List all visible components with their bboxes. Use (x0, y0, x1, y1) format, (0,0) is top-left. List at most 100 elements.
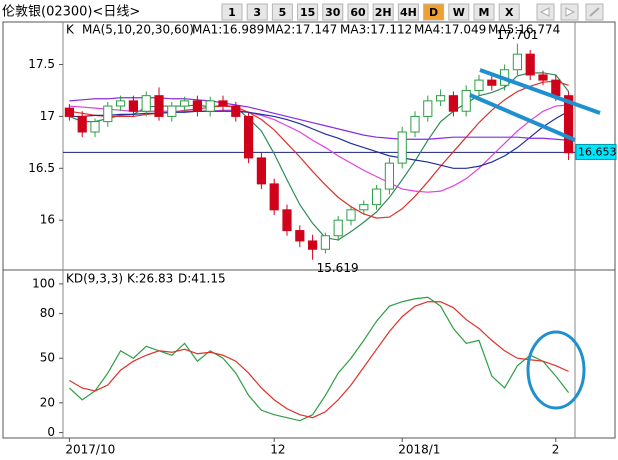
candle-body (487, 79, 497, 86)
candle-body (461, 89, 471, 112)
candle-body (205, 100, 215, 112)
timeframe-button[interactable] (423, 3, 445, 21)
kd-panel: 0 20 50 80 100 KD(9,3,3) K:26.83 D:41.15 2017/10… (32, 272, 570, 457)
y-tick-label: 80 (40, 306, 55, 320)
instrument-title: 伦敦银(02300)<日线> (2, 4, 140, 20)
trend-line (469, 93, 576, 142)
last-price-box (575, 143, 617, 160)
timeframe-label: 4H (400, 6, 417, 19)
timeframe-label: 2H (375, 6, 392, 19)
kd-line (69, 301, 569, 419)
candle-body (128, 100, 138, 112)
timeframe-button[interactable] (246, 3, 268, 21)
timeframe-button[interactable] (271, 3, 293, 21)
x-tick-label: 12 (270, 443, 285, 457)
candle-body (244, 115, 254, 159)
candle-body (282, 209, 292, 232)
legend-entry: MA1:16.989 (192, 23, 264, 37)
timeframe-button[interactable] (448, 3, 470, 21)
timeframe-button[interactable] (297, 3, 319, 21)
candle-body (180, 100, 190, 107)
timeframe-label: 3 (253, 6, 261, 19)
candle-body (538, 74, 548, 81)
timeframe-label: 60 (350, 6, 366, 19)
y-tick-label: 50 (40, 351, 55, 365)
legend-entry: MA2:17.147 (265, 23, 337, 37)
candle-body (64, 107, 74, 117)
timeframe-button[interactable] (322, 3, 344, 21)
candle-body (295, 230, 305, 242)
timeframe-label: X (505, 6, 514, 19)
candle-body (333, 219, 343, 237)
high-label: 17.701 (496, 28, 538, 42)
candle-body (90, 121, 100, 133)
trend-line (479, 68, 601, 115)
indicator-title: KD(9,3,3) (66, 272, 123, 286)
candle-body (551, 79, 561, 97)
candle-body (397, 131, 407, 164)
candle-body (269, 183, 279, 211)
x-tick-label: 2018/1 (398, 443, 440, 457)
timeframe-button[interactable] (498, 3, 520, 21)
low-label: 15.619 (317, 261, 359, 275)
candle-body (436, 95, 446, 102)
ma-line (69, 110, 569, 169)
candle-body (167, 105, 177, 117)
candle-body (256, 157, 266, 185)
timeframe-label: 5 (279, 6, 287, 19)
legend-entry: MA3:17.112 (340, 23, 412, 37)
candle-body (474, 79, 484, 91)
nav-icons (536, 3, 604, 21)
timeframe-button[interactable] (397, 3, 419, 21)
ma-line (69, 72, 570, 241)
candle-body (231, 105, 241, 117)
y-tick-label: 100 (32, 276, 55, 290)
y-tick-label: 20 (40, 395, 55, 409)
next-icon (565, 7, 576, 17)
legend-entry: D:41.15 (178, 272, 226, 286)
annotations (469, 68, 601, 410)
y-tick-label: 16 (40, 213, 55, 227)
candle-body (448, 95, 458, 112)
timeframe-label: 1 (228, 6, 236, 19)
timeframe-label: M (479, 6, 490, 19)
y-tick-label: 17.5 (28, 57, 55, 71)
candle-body (116, 100, 126, 107)
candle-body (77, 115, 87, 133)
price-panel: 16 16.5 17 17.5 K MA(5,10,20,30,60)MA1:16.989… (28, 23, 617, 275)
y-tick-label: 16.5 (28, 161, 55, 175)
candle-body (525, 53, 535, 76)
timeframe-button[interactable] (221, 3, 243, 21)
candle-body (564, 95, 574, 154)
prev-icon (539, 7, 550, 17)
y-tick-label: 0 (47, 425, 55, 439)
candle-body (218, 100, 228, 107)
timeframe-label: W (453, 6, 465, 19)
legend-entry: K:26.83 (127, 272, 173, 286)
panel-label: K (66, 23, 75, 37)
legend-entry: MA5:16.774 (488, 23, 560, 37)
candle-body (384, 162, 394, 190)
timeframe-label: 30 (325, 6, 341, 19)
ma-line (69, 104, 569, 193)
legend-entry: MA4:17.049 (414, 23, 486, 37)
candle-body (141, 95, 151, 112)
timeframe-buttons: 1 3 5 15 30 60 2H 4H D W M X (221, 3, 520, 21)
timeframe-button[interactable] (347, 3, 369, 21)
candle-body (192, 100, 202, 112)
menu-icon (589, 7, 600, 17)
candle-body (512, 53, 522, 71)
candle-body (308, 240, 318, 250)
timeframe-button[interactable] (473, 3, 495, 21)
candle-body (103, 105, 113, 123)
candle-body (346, 209, 356, 221)
last-price-label: 16.653 (578, 145, 617, 158)
candle-body (410, 115, 420, 133)
x-tick-label: 2017/10 (65, 443, 115, 457)
highlight-circle (526, 330, 586, 410)
timeframe-button[interactable] (372, 3, 394, 21)
candle-body (372, 188, 382, 206)
kd-panel-border (2, 269, 616, 439)
